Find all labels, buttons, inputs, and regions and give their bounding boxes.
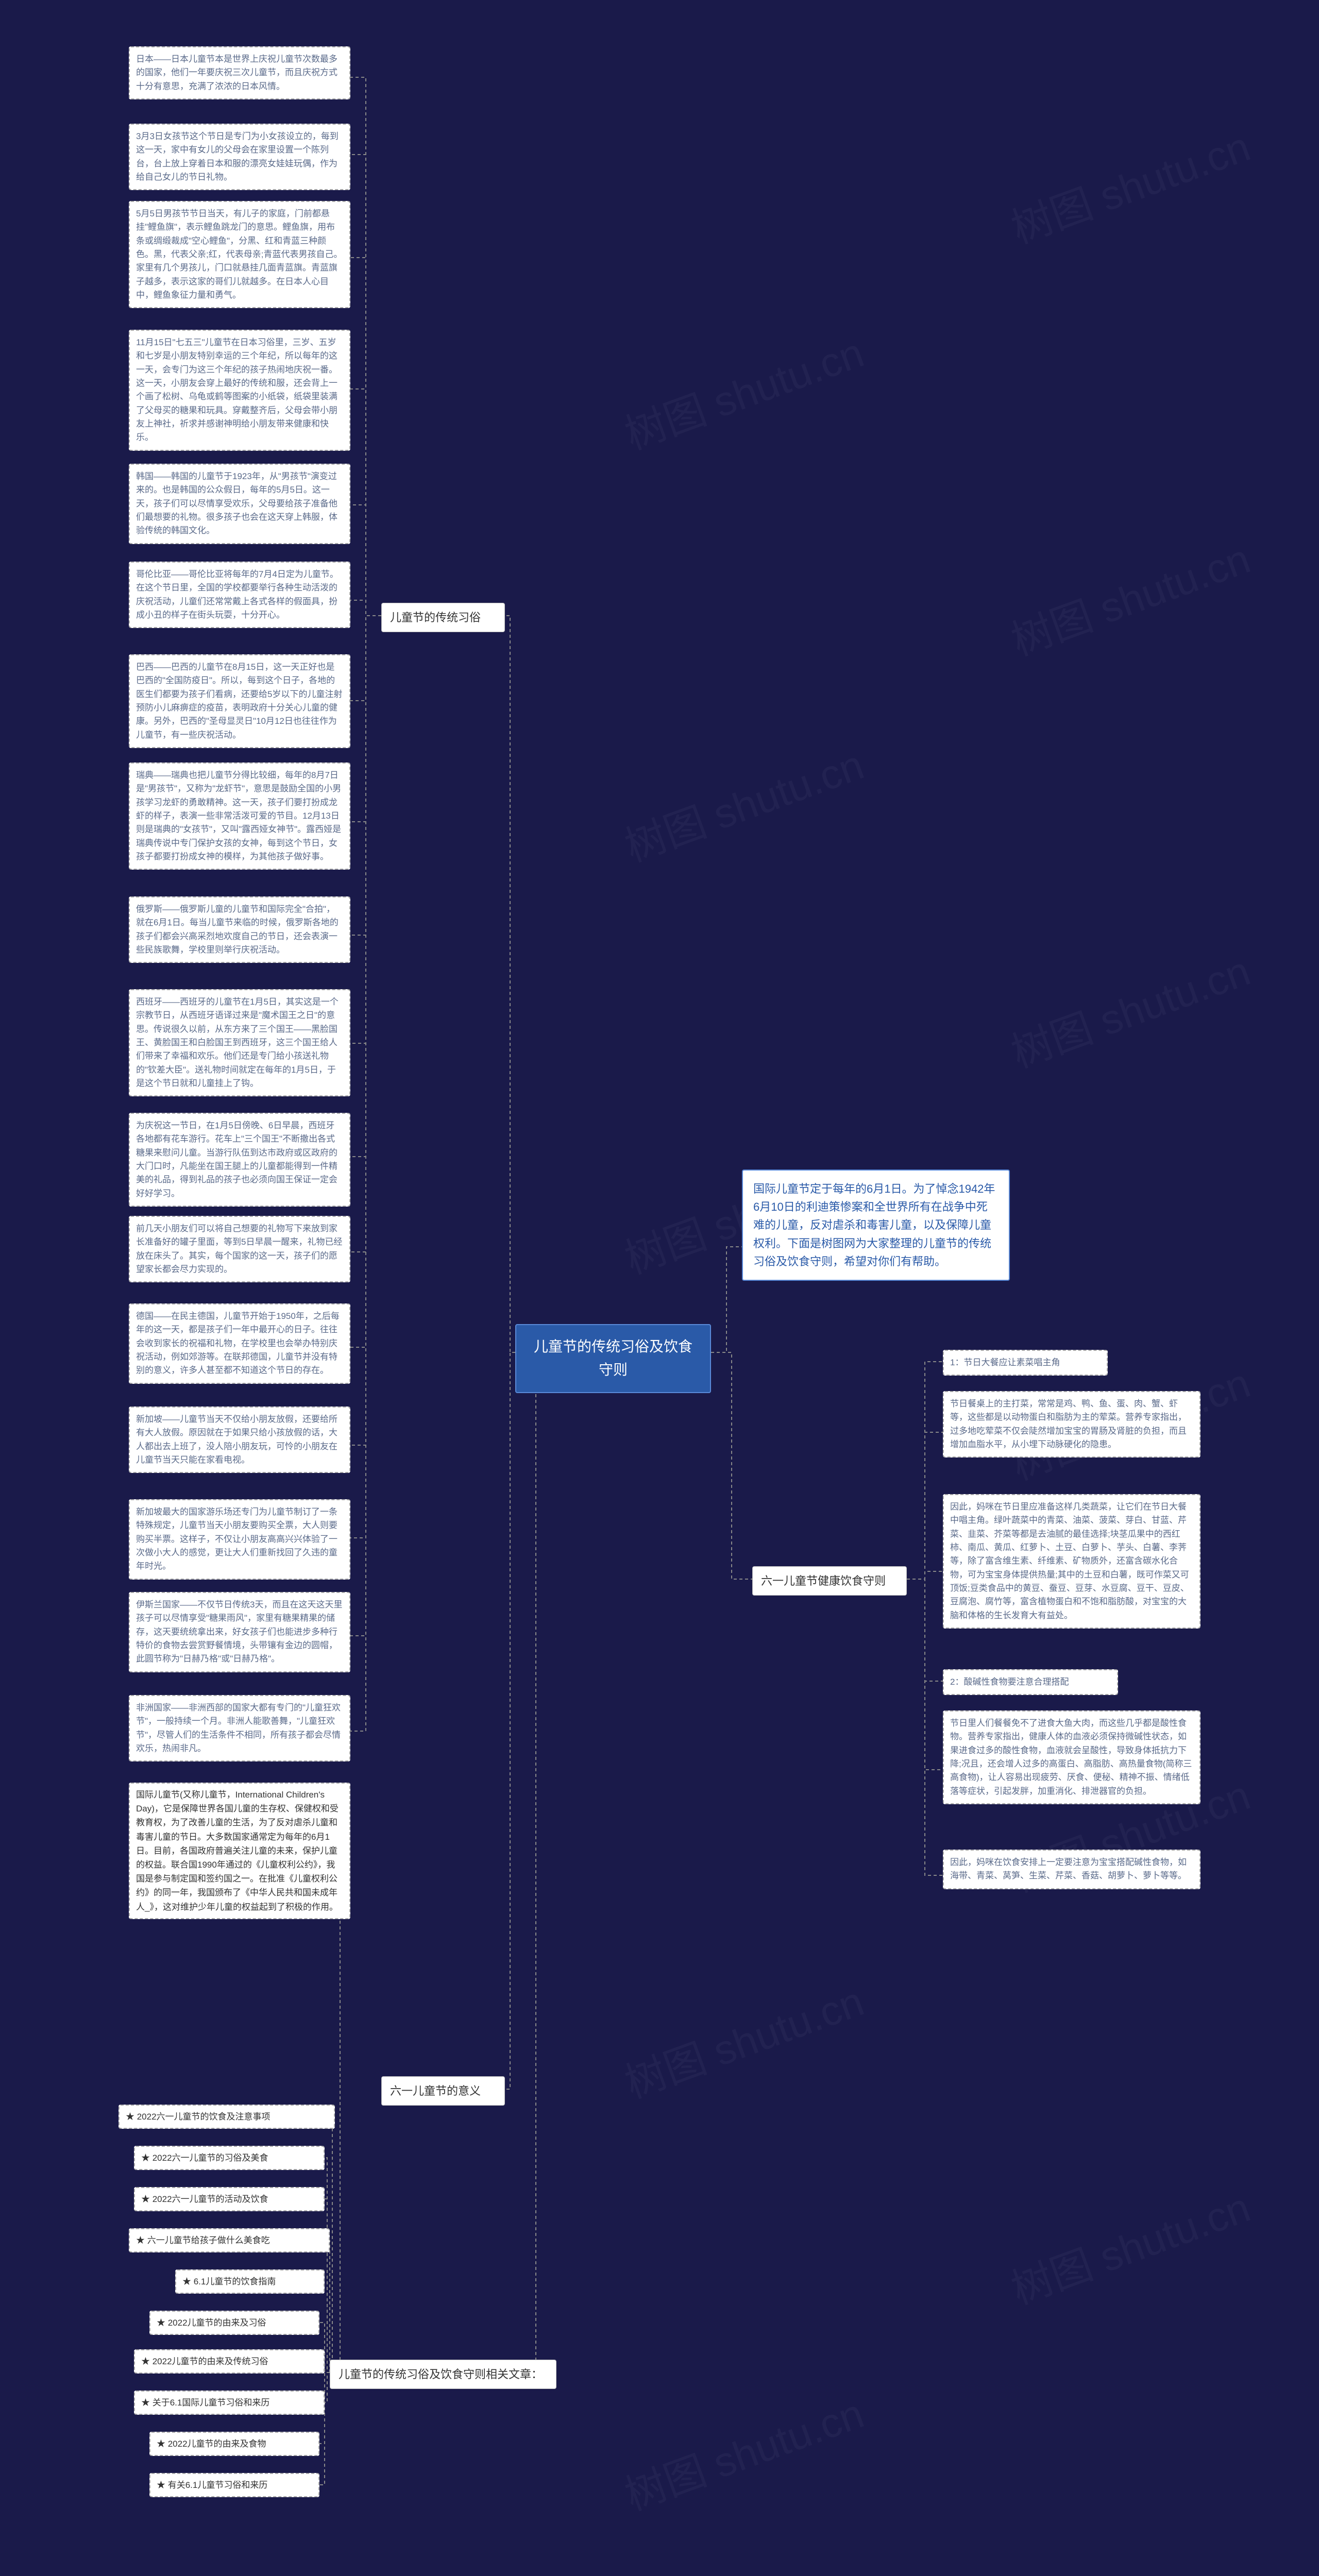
customs-item: 3月3日女孩节这个节日是专门为小女孩设立的，每到这一天，家中有女儿的父母会在家里…: [129, 124, 350, 190]
related-link: ★ 关于6.1国际儿童节习俗和来历: [134, 2391, 325, 2415]
diet-item: 因此，妈咪在节日里应准备这样几类蔬菜，让它们在节日大餐中唱主角。绿叶蔬菜中的青菜…: [943, 1494, 1200, 1629]
related-link: ★ 6.1儿童节的饮食指南: [175, 2269, 325, 2294]
customs-item: 巴西——巴西的儿童节在8月15日，这一天正好也是巴西的"全国防疫日"。所以，每到…: [129, 654, 350, 748]
diet-item: 因此，妈咪在饮食安排上一定要注意为宝宝搭配碱性食物，如海带、青菜、莴笋、生菜、芹…: [943, 1850, 1200, 1889]
customs-item: 为庆祝这一节日，在1月5日傍晚、6日早晨，西班牙各地都有花车游行。花车上"三个国…: [129, 1113, 350, 1207]
customs-item: 俄罗斯——俄罗斯儿童的儿童节和国际完全"合拍"，就在6月1日。每当儿童节来临的时…: [129, 896, 350, 963]
related-link: ★ 六一儿童节给孩子做什么美食吃: [129, 2228, 330, 2252]
branch-meaning: 六一儿童节的意义: [381, 2076, 505, 2106]
related-link: ★ 2022六一儿童节的饮食及注意事项: [119, 2105, 335, 2129]
branch-meaning-label: 六一儿童节的意义: [390, 2084, 481, 2097]
related-link: ★ 2022儿童节的由来及习俗: [149, 2311, 319, 2335]
customs-item: 日本——日本儿童节本是世界上庆祝儿童节次数最多的国家，他们一年要庆祝三次儿童节，…: [129, 46, 350, 99]
customs-item: 哥伦比亚——哥伦比亚将每年的7月4日定为儿童节。在这个节日里，全国的学校都要举行…: [129, 562, 350, 628]
related-link: ★ 有关6.1儿童节习俗和来历: [149, 2473, 319, 2497]
branch-related-label: 儿童节的传统习俗及饮食守则相关文章：: [339, 2368, 543, 2381]
branch-diet: 六一儿童节健康饮食守则: [752, 1566, 907, 1596]
diet-item: 2：酸碱性食物要注意合理搭配: [943, 1669, 1118, 1695]
diet-item: 节日里人们餐餐免不了进食大鱼大肉，而这些几乎都是酸性食物。营养专家指出，健康人体…: [943, 1710, 1200, 1804]
related-link: ★ 2022六一儿童节的活动及饮食: [134, 2187, 325, 2211]
root-text: 儿童节的传统习俗及饮食守则: [534, 1338, 692, 1378]
related-link: ★ 2022儿童节的由来及食物: [149, 2432, 319, 2456]
intro-node: 国际儿童节定于每年的6月1日。为了悼念1942年6月10日的利迪策惨案和全世界所…: [742, 1170, 1010, 1281]
customs-item: 非洲国家——非洲西部的国家大都有专门的"儿童狂欢节"，一般持续一个月。非洲人能歌…: [129, 1695, 350, 1761]
customs-item: 新加坡——儿童节当天不仅给小朋友放假，还要给所有大人放假。原因就在于如果只给小孩…: [129, 1406, 350, 1473]
customs-item: 韩国——韩国的儿童节于1923年，从"男孩节"演变过来的。也是韩国的公众假日，每…: [129, 464, 350, 544]
customs-item: 伊斯兰国家——不仅节日传统3天，而且在这天这天里孩子可以尽情享受"糖果雨风"，家…: [129, 1592, 350, 1672]
customs-item: 新加坡最大的国家游乐场还专门为儿童节制订了一条特殊规定，儿童节当天小朋友要购买全…: [129, 1499, 350, 1580]
diet-item: 节日餐桌上的主打菜，常常是鸡、鸭、鱼、蛋、肉、蟹、虾等，这些都是以动物蛋白和脂肪…: [943, 1391, 1200, 1458]
related-link: 国际儿童节(又称儿童节，International Children's Day…: [129, 1783, 350, 1919]
related-link: ★ 2022六一儿童节的习俗及美食: [134, 2146, 325, 2170]
intro-text: 国际儿童节定于每年的6月1日。为了悼念1942年6月10日的利迪策惨案和全世界所…: [753, 1182, 995, 1268]
customs-item: 德国——在民主德国，儿童节开始于1950年，之后每年的这一天，都是孩子们一年中最…: [129, 1303, 350, 1384]
branch-customs: 儿童节的传统习俗: [381, 603, 505, 632]
customs-item: 11月15日"七五三"儿童节在日本习俗里，三岁、五岁和七岁是小朋友特别幸运的三个…: [129, 330, 350, 451]
related-link: ★ 2022儿童节的由来及传统习俗: [134, 2349, 325, 2374]
customs-item: 前几天小朋友们可以将自己想要的礼物写下来放到家长准备好的罐子里面，等到5日早晨一…: [129, 1216, 350, 1282]
diet-item: 1：节日大餐应让素菜唱主角: [943, 1350, 1108, 1376]
branch-related: 儿童节的传统习俗及饮食守则相关文章：: [330, 2360, 556, 2389]
branch-customs-label: 儿童节的传统习俗: [390, 611, 481, 624]
customs-item: 瑞典——瑞典也把儿童节分得比较细，每年的8月7日是"男孩节"，又称为"龙虾节"，…: [129, 762, 350, 870]
customs-item: 西班牙——西班牙的儿童节在1月5日，其实这是一个宗教节日，从西班牙语译过来是"魔…: [129, 989, 350, 1096]
root-node: 儿童节的传统习俗及饮食守则: [515, 1324, 711, 1393]
branch-diet-label: 六一儿童节健康饮食守则: [761, 1574, 886, 1587]
customs-item: 5月5日男孩节节日当天，有儿子的家庭，门前都悬挂"鲤鱼旗"，表示鲤鱼跳龙门的意思…: [129, 201, 350, 308]
